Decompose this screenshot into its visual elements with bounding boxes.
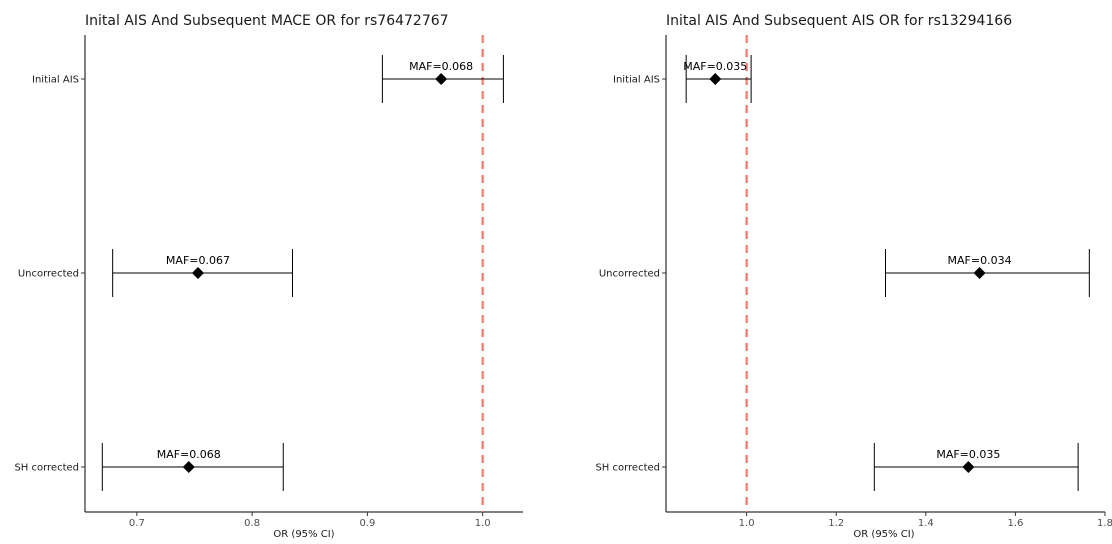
panel-2-x-tick-label: 1.6 <box>1007 518 1023 529</box>
panel-1-title: Inital AIS And Subsequent MACE OR for rs… <box>85 13 449 29</box>
panel-1-x-tick-label: 1.0 <box>475 518 491 529</box>
panel-1-maf-label: MAF=0.067 <box>166 254 230 267</box>
panel-2-point-estimate <box>962 461 975 473</box>
panel-2-point-estimate <box>973 267 986 279</box>
panel-2-y-tick-label: Uncorrected <box>599 269 660 280</box>
panel-1-x-axis-label: OR (95% CI) <box>273 529 334 540</box>
forest-panel-1: Inital AIS And Subsequent MACE OR for rs… <box>14 13 523 540</box>
panel-2-plot-area: 1.0 1.2 1.4 1.6 1.8 Initial AIS Uncorrected SH … <box>595 35 1112 529</box>
panel-1-point-estimate <box>435 73 448 85</box>
panel-2-title: Inital AIS And Subsequent AIS OR for rs1… <box>666 13 1012 29</box>
panel-1-y-tick-label: Initial AIS <box>32 75 79 86</box>
panel-1-plot-area: 0.7 0.8 0.9 1.0 Initial AIS Uncorrected SH cor… <box>14 35 523 529</box>
panel-2-maf-label: MAF=0.035 <box>683 60 747 73</box>
panel-2-point-estimate <box>709 73 722 85</box>
panel-2-x-tick-label: 1.8 <box>1097 518 1112 529</box>
panel-1-y-tick-label: SH corrected <box>14 463 79 474</box>
panel-2-x-tick-label: 1.4 <box>918 518 934 529</box>
panel-1-maf-label: MAF=0.068 <box>409 60 473 73</box>
panel-1-x-tick-label: 0.8 <box>244 518 260 529</box>
panel-2-maf-label: MAF=0.034 <box>948 254 1012 267</box>
panel-1-point-estimate <box>191 267 204 279</box>
panel-1-point-estimate <box>182 461 195 473</box>
panel-2-y-tick-label: SH corrected <box>595 463 660 474</box>
panel-1-maf-label: MAF=0.068 <box>157 448 221 461</box>
panel-1-x-tick-label: 0.9 <box>359 518 375 529</box>
panel-2-x-axis-label: OR (95% CI) <box>853 529 914 540</box>
forest-panel-2: Inital AIS And Subsequent AIS OR for rs1… <box>595 13 1112 540</box>
panel-1-x-tick-label: 0.7 <box>129 518 145 529</box>
panel-2-maf-label: MAF=0.035 <box>936 448 1000 461</box>
panel-1-y-tick-label: Uncorrected <box>18 269 79 280</box>
panel-2-x-tick-label: 1.0 <box>739 518 755 529</box>
panel-2-y-tick-label: Initial AIS <box>613 75 660 86</box>
panel-2-x-tick-label: 1.2 <box>828 518 844 529</box>
